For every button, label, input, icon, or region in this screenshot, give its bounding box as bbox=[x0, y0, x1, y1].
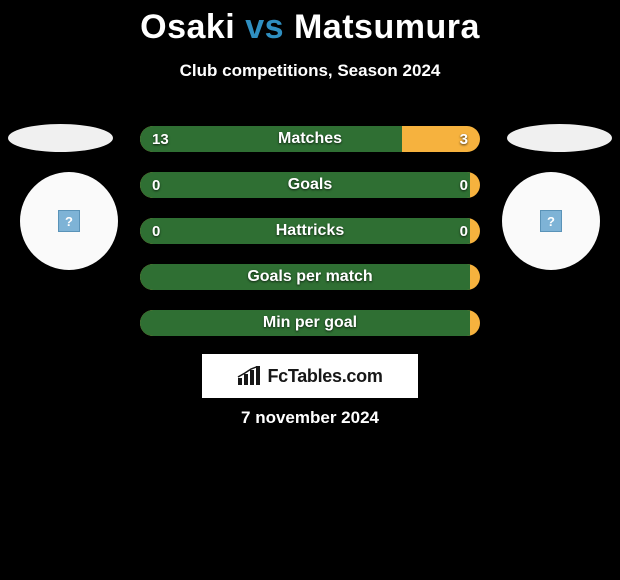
player1-name: Osaki bbox=[140, 8, 235, 46]
brand-text: FcTables.com bbox=[267, 366, 382, 387]
placeholder-glyph: ? bbox=[65, 214, 73, 229]
stat-row-matches: 13 Matches 3 bbox=[140, 126, 480, 152]
stat-label: Goals bbox=[140, 172, 480, 198]
player2-avatar: ? bbox=[502, 172, 600, 270]
placeholder-glyph: ? bbox=[547, 214, 555, 229]
placeholder-icon: ? bbox=[540, 210, 562, 232]
stats-bars: 13 Matches 3 0 Goals 0 0 Hattricks 0 Goa… bbox=[140, 126, 480, 356]
placeholder-icon: ? bbox=[58, 210, 80, 232]
stat-right-value: 0 bbox=[460, 218, 468, 244]
stat-row-min-per-goal: Min per goal bbox=[140, 310, 480, 336]
stat-row-hattricks: 0 Hattricks 0 bbox=[140, 218, 480, 244]
stat-label: Goals per match bbox=[140, 264, 480, 290]
stat-row-goals-per-match: Goals per match bbox=[140, 264, 480, 290]
stat-label: Matches bbox=[140, 126, 480, 152]
stat-right-value: 0 bbox=[460, 172, 468, 198]
left-ellipse-decoration bbox=[8, 124, 113, 152]
page-title: Osaki vs Matsumura bbox=[0, 0, 620, 47]
stat-right-value: 3 bbox=[460, 126, 468, 152]
stat-row-goals: 0 Goals 0 bbox=[140, 172, 480, 198]
stat-label: Min per goal bbox=[140, 310, 480, 336]
right-ellipse-decoration bbox=[507, 124, 612, 152]
player1-avatar: ? bbox=[20, 172, 118, 270]
player2-name: Matsumura bbox=[294, 8, 480, 46]
subtitle: Club competitions, Season 2024 bbox=[0, 61, 620, 81]
footer-date: 7 november 2024 bbox=[0, 408, 620, 428]
stat-label: Hattricks bbox=[140, 218, 480, 244]
brand-box: FcTables.com bbox=[202, 354, 418, 398]
vs-word: vs bbox=[245, 8, 284, 46]
brand-bars-icon bbox=[237, 366, 261, 386]
